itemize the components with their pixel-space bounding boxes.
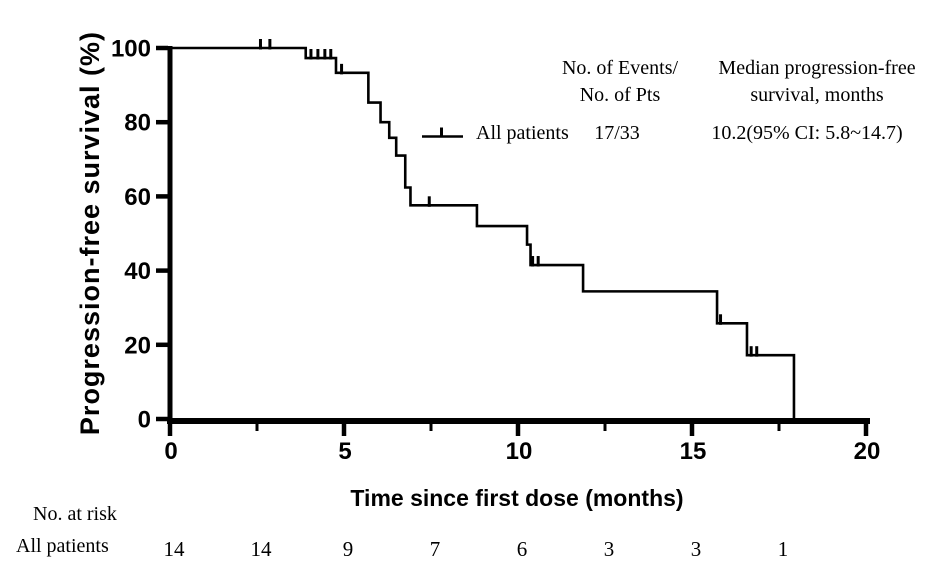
risk-table-title: No. at risk	[33, 503, 117, 525]
y-tick-label: 20	[124, 332, 151, 359]
x-tick-label: 5	[338, 438, 351, 465]
risk-count: 3	[604, 537, 615, 561]
risk-count: 3	[691, 537, 702, 561]
y-tick-label: 100	[111, 36, 151, 63]
legend-series-label: All patients	[476, 122, 569, 144]
median-column-header-line2: survival, months	[750, 84, 884, 106]
km-step-curve	[170, 46, 796, 419]
events-over-pts-value: 17/33	[594, 122, 640, 144]
y-tick-label: 60	[124, 184, 151, 211]
risk-count: 9	[343, 537, 354, 561]
events-column-header-line1: No. of Events/	[561, 57, 679, 79]
y-axis-title: Progression-free survival (%)	[75, 30, 105, 436]
median-pfs-value: 10.2(95% CI: 5.8~14.7)	[711, 122, 903, 144]
x-tick-label: 20	[854, 438, 881, 465]
x-axis-title: Time since first dose (months)	[350, 485, 684, 511]
risk-count: 6	[517, 537, 528, 561]
risk-count: 1	[778, 537, 789, 561]
events-column-header-line2: No. of Pts	[579, 84, 661, 106]
risk-count: 14	[164, 537, 186, 561]
y-tick-label: 80	[124, 110, 151, 137]
y-tick-label: 0	[138, 407, 151, 434]
x-tick-label: 10	[506, 438, 533, 465]
median-column-header-line1: Median progression-free	[718, 57, 916, 79]
risk-count: 14	[251, 537, 273, 561]
risk-count: 7	[430, 537, 441, 561]
x-tick-label: 15	[680, 438, 707, 465]
y-tick-label: 40	[124, 258, 151, 285]
risk-row-label: All patients	[16, 535, 109, 557]
x-tick-label: 0	[164, 438, 177, 465]
